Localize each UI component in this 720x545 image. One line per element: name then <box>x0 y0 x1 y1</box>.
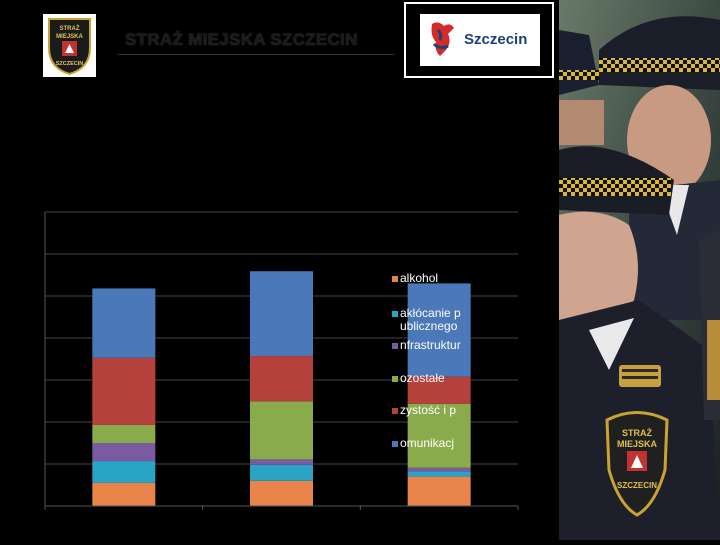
bar-segment-czystosc <box>92 357 156 425</box>
title-underline <box>118 54 394 55</box>
bar-segment-komunikacja <box>407 283 471 377</box>
bar-segment-alkohol <box>250 480 313 506</box>
bar-segment-zaklocanie <box>92 461 156 483</box>
city-guard-badge-logo: STRAŻ MIEJSKA SZCZECIN <box>43 14 96 77</box>
legend-swatch-alkohol <box>392 276 398 282</box>
legend-swatch-zaklocanie <box>392 311 398 317</box>
bar-segment-zaklocanie <box>407 471 471 477</box>
badge-text-3: SZCZECIN <box>56 61 84 67</box>
page-title: STRAŻ MIEJSKA SZCZECIN <box>125 30 358 49</box>
chart-axes <box>44 212 519 510</box>
bar-segment-komunikacja <box>250 271 313 357</box>
bar-segment-infrastruktura <box>250 459 313 465</box>
bar-segment-komunikacja <box>92 288 156 358</box>
legend-label-czystosc: zystość i p <box>400 403 456 417</box>
badge-text-2: MIEJSKA <box>56 34 83 40</box>
bar-segment-infrastruktura <box>92 443 156 462</box>
bar-segment-infrastruktura <box>407 467 471 472</box>
chart-bars <box>92 271 471 506</box>
badge-text-1: STRAŻ <box>60 25 80 32</box>
bar-segment-pozostale <box>92 424 156 443</box>
legend-label-pozostale: ozostałe <box>400 371 445 385</box>
legend-label-zaklocanie: ublicznego <box>400 319 458 333</box>
bar-segment-alkohol <box>92 482 156 506</box>
bar-segment-pozostale <box>250 401 313 460</box>
bar-segment-pozostale <box>407 403 471 468</box>
legend-label-zaklocanie: akłócanie p <box>400 306 461 320</box>
shoulder-badge-text-2: MIEJSKA <box>617 439 658 449</box>
szczecin-logo-frame: Szczecin <box>404 2 554 78</box>
griffin-icon <box>431 22 454 56</box>
bar-segment-czystosc <box>407 376 471 404</box>
legend-swatch-komunikacja <box>392 441 398 447</box>
shoulder-badge-text-3: SZCZECIN <box>617 481 657 490</box>
legend-label-komunikacja: omunikacj <box>400 436 454 450</box>
bar-segment-czystosc <box>250 356 313 402</box>
szczecin-logo: Szczecin <box>420 14 540 66</box>
legend-swatch-pozostale <box>392 376 398 382</box>
legend-swatch-czystosc <box>392 408 398 414</box>
bar-segment-alkohol <box>407 476 471 506</box>
logo-text: Szczecin <box>464 31 528 48</box>
legend-label-alkohol: alkohol <box>400 271 438 285</box>
legend-swatch-infrastruktura <box>392 343 398 349</box>
bar-segment-zaklocanie <box>250 464 313 481</box>
city-guards-photo: STRAŻ MIEJSKA SZCZECIN <box>559 0 720 540</box>
legend-label-infrastruktura: nfrastruktur <box>400 338 461 352</box>
shoulder-badge-text-1: STRAŻ <box>622 428 652 438</box>
